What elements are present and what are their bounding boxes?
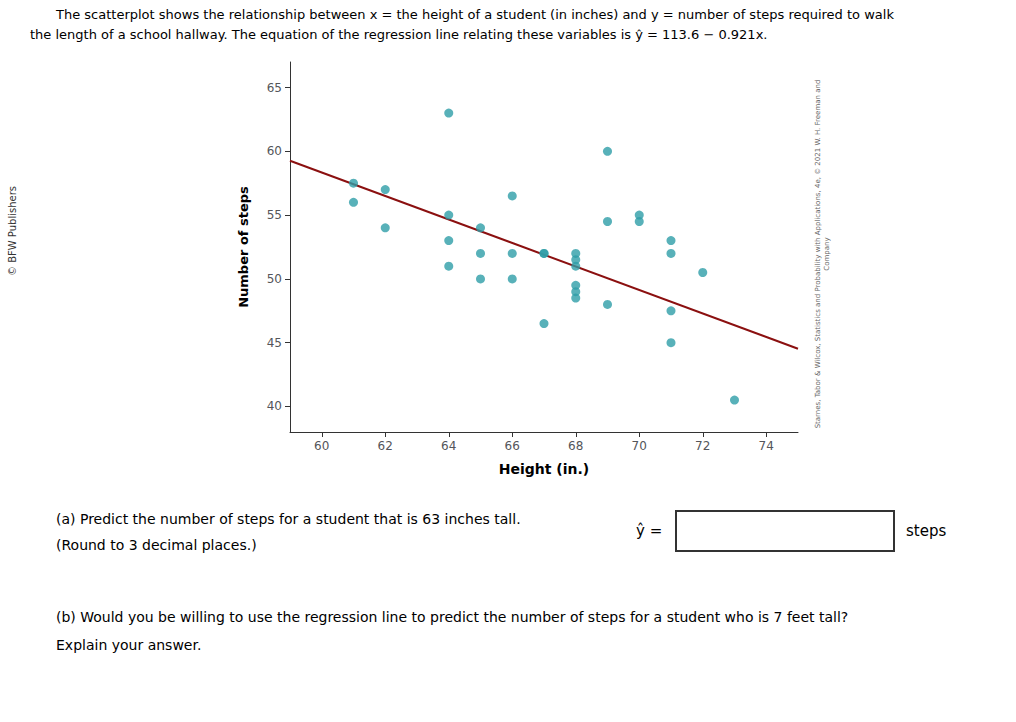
- svg-text:60: 60: [267, 144, 282, 158]
- svg-text:74: 74: [759, 439, 774, 453]
- svg-text:The scatterplot shows the rela: The scatterplot shows the relationship b…: [55, 7, 894, 22]
- svg-text:(b) Would you be willing to us: (b) Would you be willing to use the regr…: [56, 609, 848, 625]
- svg-text:45: 45: [267, 336, 282, 350]
- svg-text:steps: steps: [906, 522, 946, 540]
- svg-text:60: 60: [314, 439, 329, 453]
- svg-text:70: 70: [632, 439, 647, 453]
- svg-text:Number of steps: Number of steps: [236, 186, 251, 308]
- svg-text:68: 68: [568, 439, 583, 453]
- svg-text:Company: Company: [823, 237, 831, 270]
- svg-text:65: 65: [267, 81, 282, 95]
- svg-text:50: 50: [267, 272, 282, 286]
- svg-text:Starnes, Tabor & Wilcox, Stati: Starnes, Tabor & Wilcox, Statistics and …: [814, 80, 822, 429]
- svg-text:55: 55: [267, 208, 282, 222]
- svg-text:66: 66: [505, 439, 520, 453]
- svg-text:Explain your answer.: Explain your answer.: [56, 637, 201, 653]
- svg-text:ŷ =: ŷ =: [636, 522, 662, 540]
- svg-text:40: 40: [267, 399, 282, 413]
- svg-text:Height (in.): Height (in.): [499, 461, 589, 477]
- svg-text:62: 62: [378, 439, 393, 453]
- svg-text:(Round to 3 decimal places.): (Round to 3 decimal places.): [56, 537, 257, 553]
- svg-text:© BFW Publishers: © BFW Publishers: [7, 186, 18, 276]
- svg-text:64: 64: [441, 439, 456, 453]
- svg-text:(a) Predict the number of step: (a) Predict the number of steps for a st…: [56, 511, 521, 527]
- svg-text:72: 72: [695, 439, 710, 453]
- svg-text:the length of a school hallway: the length of a school hallway. The equa…: [30, 27, 767, 42]
